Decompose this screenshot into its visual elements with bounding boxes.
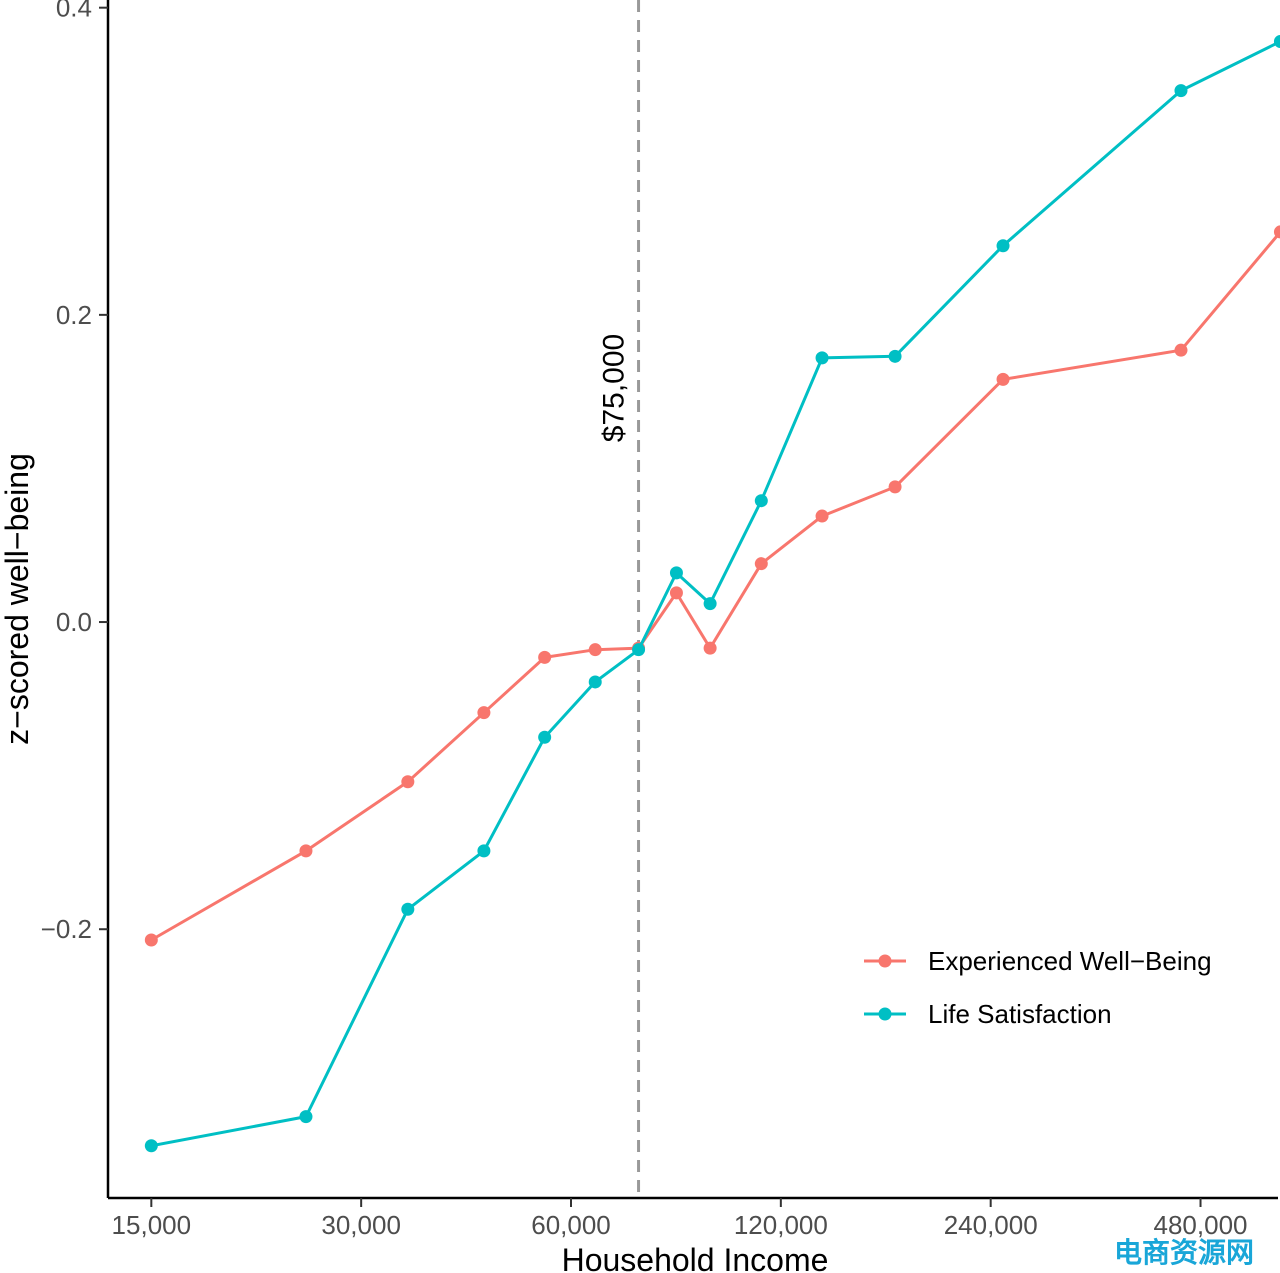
data-point-1-1 xyxy=(299,1110,313,1124)
data-point-1-12 xyxy=(996,239,1010,253)
y-tick-label: 0.0 xyxy=(56,607,92,637)
legend-label-1: Life Satisfaction xyxy=(928,999,1112,1029)
data-point-1-14 xyxy=(1273,34,1280,48)
data-point-0-13 xyxy=(1174,343,1188,357)
data-point-1-5 xyxy=(588,675,602,689)
threshold-label: $75,000 xyxy=(598,334,631,442)
data-point-1-4 xyxy=(538,730,552,744)
x-axis-title: Household Income xyxy=(562,1242,829,1273)
data-point-1-13 xyxy=(1174,84,1188,98)
data-point-1-8 xyxy=(703,597,717,611)
y-tick-label: −0.2 xyxy=(41,914,92,944)
data-point-0-2 xyxy=(401,775,415,789)
legend-marker-1 xyxy=(878,1007,892,1021)
axes: −0.2 0.0 0.2 0.4 15,000 30,000 60,000 120,000 24… xyxy=(41,0,1278,1240)
legend: Experienced Well−Being Life Satisfaction xyxy=(864,946,1212,1029)
data-point-0-14 xyxy=(1273,225,1280,239)
data-point-0-7 xyxy=(669,586,683,600)
data-point-0-10 xyxy=(815,509,829,523)
data-point-1-11 xyxy=(888,349,902,363)
x-tick-label: 480,000 xyxy=(1154,1210,1248,1240)
series-line-0 xyxy=(150,230,1280,942)
y-tick-label: 0.4 xyxy=(56,0,92,23)
data-point-0-8 xyxy=(703,641,717,655)
legend-marker-0 xyxy=(878,954,892,968)
data-point-0-4 xyxy=(538,650,552,664)
y-tick-label: 0.2 xyxy=(56,300,92,330)
data-point-1-3 xyxy=(477,844,491,858)
data-point-0-12 xyxy=(996,372,1010,386)
data-point-0-5 xyxy=(588,643,602,657)
data-point-0-9 xyxy=(754,557,768,571)
data-point-1-7 xyxy=(669,566,683,580)
data-point-1-10 xyxy=(815,351,829,365)
data-point-0-3 xyxy=(477,706,491,720)
x-tick-label: 120,000 xyxy=(734,1210,828,1240)
data-point-0-0 xyxy=(144,933,158,947)
x-tick-label: 15,000 xyxy=(112,1210,192,1240)
data-point-1-2 xyxy=(401,902,415,916)
y-axis-title: z−scored well−being xyxy=(0,453,35,745)
x-tick-label: 30,000 xyxy=(321,1210,401,1240)
series-line-1 xyxy=(151,40,1280,1148)
legend-label-0: Experienced Well−Being xyxy=(928,946,1212,976)
watermark-logo: 电商资源网 xyxy=(1114,1236,1254,1269)
plot-area xyxy=(144,0,1280,1198)
data-point-0-11 xyxy=(888,480,902,494)
data-point-0-1 xyxy=(299,844,313,858)
x-tick-label: 60,000 xyxy=(531,1210,611,1240)
x-tick-label: 240,000 xyxy=(944,1210,1038,1240)
data-point-1-9 xyxy=(754,494,768,508)
data-point-1-0 xyxy=(144,1139,158,1153)
data-point-1-6 xyxy=(632,643,646,657)
